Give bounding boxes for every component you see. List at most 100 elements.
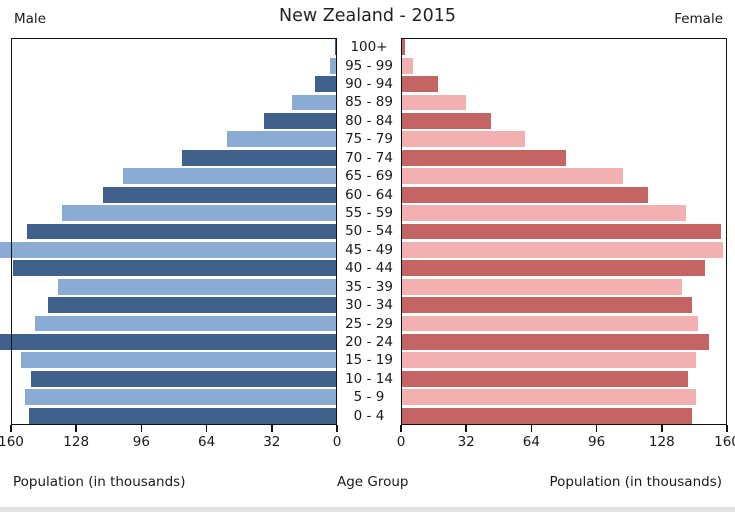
age-group-label: 15 - 19: [345, 352, 393, 369]
female-bar-row: [401, 296, 727, 314]
female-bar-row: [401, 406, 727, 424]
female-bar-row: [401, 56, 727, 74]
male-bar-40-44: [13, 260, 337, 277]
male-bar-20-24: [0, 334, 337, 350]
female-bar-row: [401, 167, 727, 185]
male-bar-60-64: [102, 186, 337, 203]
axis-tick-label: 32: [457, 434, 475, 450]
age-group-axis-caption: Age Group: [337, 474, 409, 490]
axis-tick-label: 0: [332, 434, 342, 450]
male-bar-row: [11, 93, 337, 111]
female-bar-row: [401, 185, 727, 203]
female-plot-panel: [401, 38, 727, 425]
male-bar-row: [11, 112, 337, 130]
age-group-label: 35 - 39: [345, 278, 393, 295]
male-axis-ticks: [10, 425, 338, 433]
axis-tick-label: 160: [714, 434, 735, 450]
male-bar-row: [11, 149, 337, 167]
female-bar-35-39: [401, 278, 683, 295]
male-bar-10-14: [31, 370, 337, 387]
female-bar-row: [401, 351, 727, 369]
male-bar-row: [0, 241, 337, 259]
age-group-label: 30 - 34: [345, 297, 393, 314]
axis-tick-mark: [726, 425, 728, 432]
female-bar-10-14: [401, 370, 689, 387]
male-bar-row: [11, 204, 337, 222]
female-bar-20-24: [401, 334, 709, 350]
male-bar-35-39: [57, 278, 337, 295]
male-bar-50-54: [27, 223, 337, 240]
male-series-label: Male: [14, 11, 46, 27]
age-group-label: 100+: [350, 39, 388, 56]
age-group-label: 40 - 44: [345, 260, 393, 277]
age-group-label: 55 - 59: [345, 205, 393, 221]
female-bar-row: [401, 112, 727, 130]
female-bar-row: [401, 222, 727, 240]
male-bar-row: [11, 259, 337, 277]
axis-tick-mark: [75, 425, 77, 432]
male-bar-row: [11, 406, 337, 424]
male-bar-95-99: [329, 57, 337, 74]
female-bar-60-64: [401, 186, 648, 203]
male-bar-row: [11, 388, 337, 406]
male-bar-row: [11, 38, 337, 56]
female-bar-5-9: [401, 389, 697, 406]
age-group-label: 20 - 24: [345, 333, 393, 350]
axis-tick-mark: [400, 425, 402, 432]
female-bar-95-99: [401, 57, 414, 74]
age-group-label: 45 - 49: [345, 241, 393, 258]
female-bar-row: [401, 333, 727, 351]
female-bar-row: [401, 204, 727, 222]
axis-tick-mark: [661, 425, 663, 432]
age-group-label: 50 - 54: [345, 223, 393, 240]
male-bar-row: [11, 370, 337, 388]
axis-tick-mark: [595, 425, 598, 432]
female-bar-80-84: [401, 112, 491, 129]
axis-tick-label: 0: [396, 434, 406, 450]
male-bar-row: [11, 351, 337, 369]
age-group-label: 60 - 64: [345, 186, 393, 203]
age-group-label: 0 - 4: [353, 407, 385, 424]
age-labels: 100+ 95 - 99 90 - 94 85 - 89 80 - 84 75 - 79 7…: [337, 38, 401, 425]
axis-tick-label: 64: [522, 434, 540, 450]
axis-tick-label: 160: [0, 434, 24, 450]
male-bar-65-69: [123, 168, 337, 185]
age-group-label: 25 - 29: [345, 315, 393, 332]
axis-tick-mark: [205, 425, 208, 432]
female-bar-row: [401, 149, 727, 167]
female-bar-row: [401, 38, 727, 56]
female-bar-75-79: [401, 131, 526, 148]
female-bar-65-69: [401, 168, 624, 185]
male-bars: [0, 38, 337, 425]
male-axis-tick-labels: 160 128 96 64 32 0: [0, 434, 341, 451]
age-group-label: 70 - 74: [345, 149, 393, 166]
age-group-label: 80 - 84: [345, 112, 393, 129]
male-bar-90-94: [314, 76, 337, 92]
axis-tick-label: 96: [588, 434, 606, 450]
axis-tick-mark: [271, 425, 273, 432]
male-bar-row: [11, 222, 337, 240]
female-bar-90-94: [401, 76, 438, 92]
axis-tick-label: 96: [132, 434, 150, 450]
chart-title: New Zealand - 2015: [279, 6, 456, 26]
male-bar-100+: [334, 39, 337, 56]
female-bar-row: [401, 370, 727, 388]
male-bar-row: [11, 56, 337, 74]
female-axis-tick-labels: 0 32 64 96 128 160: [397, 434, 735, 451]
age-group-label: 75 - 79: [345, 131, 393, 148]
age-group-label: 65 - 69: [345, 168, 393, 185]
male-bar-row: [11, 130, 337, 148]
female-bar-row: [401, 259, 727, 277]
female-bar-15-19: [401, 352, 697, 369]
male-bar-80-84: [263, 112, 337, 129]
female-bar-row: [401, 277, 727, 295]
female-bar-0-4: [401, 407, 693, 424]
female-axis-ticks: [400, 425, 728, 433]
male-bar-85-89: [292, 94, 337, 111]
axis-tick-mark: [530, 425, 533, 432]
window-bottom-edge: [0, 507, 735, 512]
male-bar-row: [11, 296, 337, 314]
age-group-label: 10 - 14: [345, 370, 393, 387]
male-bar-25-29: [35, 315, 337, 332]
